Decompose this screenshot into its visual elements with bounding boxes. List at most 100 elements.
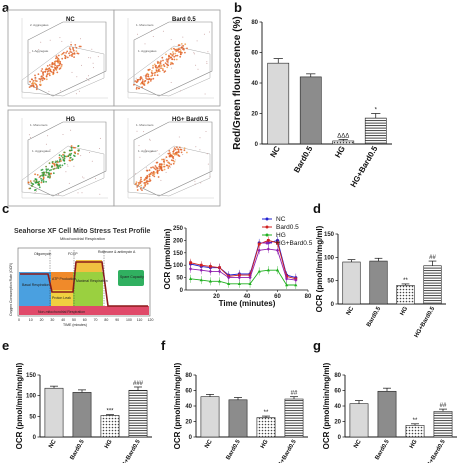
y-tick-label: 0: [338, 435, 342, 441]
seahorse-x-tick: 100: [126, 318, 132, 322]
flow-event-bg: [135, 173, 137, 175]
y-tick-label: 50: [327, 279, 334, 285]
flow-event: [172, 51, 174, 53]
flow-event: [70, 145, 73, 147]
flow-event: [40, 181, 43, 184]
flow-event: [68, 47, 71, 49]
flow-gate1-label: 1. Aggregates: [138, 149, 157, 153]
flow-event-bg: [99, 193, 101, 195]
flow-event: [27, 181, 30, 184]
flow-event: [56, 56, 58, 59]
flow-event-bg: [67, 165, 69, 167]
significance-mark: ##: [291, 391, 298, 397]
flow-event: [56, 65, 58, 67]
flow-event: [167, 167, 170, 169]
flow-event-bg: [143, 131, 145, 133]
legend-marker: [265, 225, 269, 229]
flow-event: [166, 66, 169, 69]
data-point: [257, 269, 261, 273]
flow-event-bg: [34, 77, 36, 79]
bar: [200, 396, 220, 438]
flow-event: [176, 153, 179, 155]
flow-event-bg: [143, 75, 145, 77]
panel-label-c: c: [2, 201, 9, 216]
flow-event: [169, 63, 172, 66]
flow-event: [34, 181, 37, 184]
flow-event: [38, 183, 40, 186]
flow-event: [183, 149, 186, 152]
flow-event: [182, 47, 185, 50]
flow-event: [145, 77, 147, 79]
flow-event: [148, 175, 151, 178]
flow-event-bg: [197, 68, 199, 70]
category-label: HG+Bard0.5: [119, 438, 142, 463]
flow-event: [57, 166, 59, 169]
flow-event: [178, 44, 181, 46]
data-point: [294, 278, 298, 282]
region-non-mito: [19, 306, 149, 315]
flow-event-bg: [203, 33, 205, 35]
flow-event: [144, 178, 147, 181]
y-tick-label: 0: [189, 435, 193, 441]
flow-event-bg: [146, 69, 148, 71]
flow-event: [183, 147, 186, 150]
flow-event: [172, 150, 175, 153]
flow-event-bg: [93, 67, 94, 69]
flow-event: [30, 85, 32, 88]
seahorse-x-tick: 90: [115, 318, 119, 322]
flow-event: [38, 186, 41, 189]
flow-event-bg: [179, 90, 181, 92]
flow-event: [50, 169, 52, 171]
category-label: NC: [346, 305, 356, 316]
data-point: [257, 242, 261, 246]
flow-event: [140, 176, 142, 179]
legend-marker: [265, 233, 269, 237]
flow-event: [64, 54, 66, 57]
panel-label-a: a: [2, 0, 10, 15]
data-point: [285, 283, 289, 287]
significance-mark: ***: [106, 409, 114, 415]
flow-event: [146, 82, 149, 85]
data-point: [189, 261, 192, 265]
flow-event: [148, 173, 151, 176]
flow-event: [133, 83, 135, 86]
y-tick-label: 0: [255, 142, 259, 148]
flow-event: [46, 65, 49, 67]
y-tick-label: 40: [185, 404, 192, 410]
flow-event: [164, 62, 167, 64]
data-point: [199, 268, 203, 272]
bar: [44, 387, 64, 438]
flow-event: [45, 78, 48, 81]
flow-event: [29, 80, 31, 83]
flow-event-bg: [195, 146, 197, 148]
bar: [72, 392, 92, 438]
flow-gate1-label: 1.Aggregate: [32, 49, 49, 53]
flow-event: [171, 62, 174, 65]
legend-label: Bard0.5: [276, 224, 299, 231]
flow-event: [162, 160, 165, 163]
data-point: [237, 282, 241, 285]
flow-event: [54, 161, 57, 164]
category-label: HG+Bard0.5: [275, 438, 298, 463]
flow-event: [177, 49, 180, 51]
flow-event: [150, 166, 153, 169]
flow-event: [66, 56, 69, 59]
seahorse-x-tick: 10: [29, 318, 33, 322]
flow-event: [30, 182, 33, 184]
bar: [423, 265, 442, 305]
flow-event: [156, 172, 159, 175]
flow-event-bg: [28, 134, 30, 136]
flow-event: [49, 175, 51, 177]
seahorse-x-tick: 0: [18, 318, 20, 322]
flow-event-bg: [206, 63, 208, 64]
flow-event-bg: [194, 180, 196, 182]
flow-event: [32, 82, 34, 85]
significance-mark: ###: [133, 381, 144, 387]
flow-event: [28, 86, 31, 88]
flow-event: [69, 51, 72, 53]
flow-event: [52, 69, 55, 71]
injection-rotenone: Rotenone & antimycin A: [98, 250, 136, 254]
region-maximal-lower: [73, 272, 103, 306]
flow-event: [162, 69, 164, 71]
